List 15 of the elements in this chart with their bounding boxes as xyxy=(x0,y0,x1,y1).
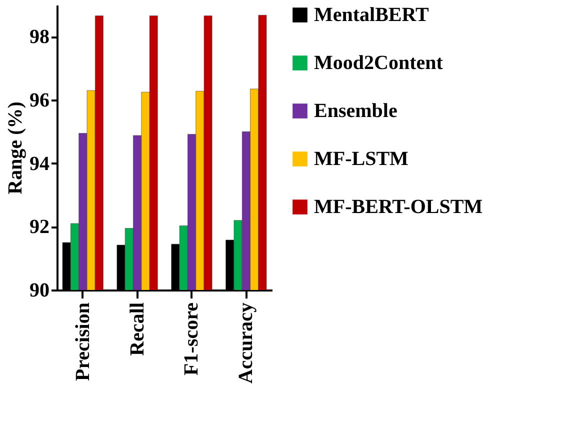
legend-label: MF-BERT-OLSTM xyxy=(314,196,483,218)
x-tick-label: Precision xyxy=(72,302,94,382)
x-tick-label: Accuracy xyxy=(235,302,258,384)
legend-label: Ensemble xyxy=(314,100,398,122)
y-tick-label: 90 xyxy=(30,280,50,302)
y-tick-label: 92 xyxy=(30,216,50,238)
legend-label: MentalBERT xyxy=(314,4,430,26)
x-tick-label: F1-score xyxy=(180,302,203,376)
legend-label: MF-LSTM xyxy=(314,148,409,170)
y-tick-label: 98 xyxy=(30,26,50,48)
x-tick-label: Recall xyxy=(126,302,148,356)
y-tick-label: 94 xyxy=(30,152,50,175)
y-tick-label: 96 xyxy=(30,90,50,112)
y-axis-title: Range (%) xyxy=(4,102,26,194)
legend-label: Mood2Content xyxy=(314,52,444,74)
